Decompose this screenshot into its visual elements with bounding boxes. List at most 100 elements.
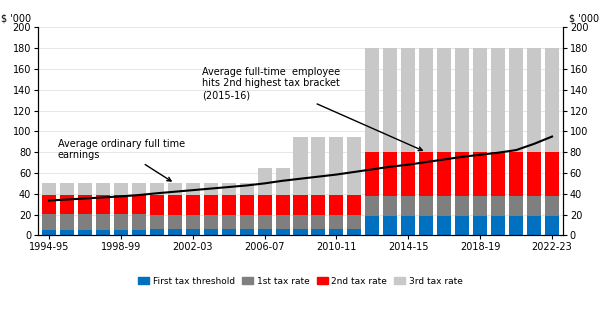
Bar <box>96 183 110 195</box>
Bar <box>60 195 74 213</box>
Bar <box>114 230 128 235</box>
Bar <box>401 196 415 216</box>
Bar <box>186 214 200 229</box>
Bar <box>150 195 163 214</box>
Bar <box>491 196 505 216</box>
Bar <box>347 195 361 214</box>
Bar <box>168 229 182 235</box>
Bar <box>275 229 290 235</box>
Bar <box>509 152 523 196</box>
Bar <box>78 195 92 213</box>
Bar <box>60 183 74 195</box>
Bar <box>293 195 308 214</box>
Bar <box>473 152 487 196</box>
Bar <box>96 230 110 235</box>
Bar <box>545 152 559 196</box>
Bar <box>473 48 487 152</box>
Bar <box>78 183 92 195</box>
Bar <box>60 230 74 235</box>
Bar <box>275 214 290 229</box>
Bar <box>186 229 200 235</box>
Bar <box>329 195 343 214</box>
Bar <box>365 48 379 152</box>
Bar <box>347 137 361 195</box>
Bar <box>311 214 326 229</box>
Bar <box>329 137 343 195</box>
Bar <box>275 195 290 214</box>
Bar <box>347 214 361 229</box>
Bar <box>78 213 92 230</box>
Bar <box>311 229 326 235</box>
Bar <box>365 196 379 216</box>
Bar <box>222 195 236 214</box>
Bar <box>132 230 146 235</box>
Bar <box>293 229 308 235</box>
Bar <box>132 213 146 230</box>
Bar <box>114 213 128 230</box>
Bar <box>545 196 559 216</box>
Bar <box>275 168 290 195</box>
Bar <box>438 196 451 216</box>
Bar <box>365 152 379 196</box>
Bar <box>383 196 397 216</box>
Bar <box>150 183 163 195</box>
Bar <box>383 216 397 235</box>
Bar <box>240 183 254 195</box>
Bar <box>347 229 361 235</box>
Bar <box>491 216 505 235</box>
Bar <box>419 196 433 216</box>
Text: $ '000: $ '000 <box>1 13 32 23</box>
Bar <box>96 213 110 230</box>
Bar <box>473 216 487 235</box>
Bar <box>42 183 56 195</box>
Bar <box>419 216 433 235</box>
Bar <box>204 229 218 235</box>
Bar <box>509 216 523 235</box>
Bar <box>222 183 236 195</box>
Bar <box>258 168 272 195</box>
Bar <box>293 214 308 229</box>
Bar <box>527 152 541 196</box>
Bar <box>258 229 272 235</box>
Bar <box>42 195 56 213</box>
Bar <box>491 48 505 152</box>
Bar <box>438 48 451 152</box>
Bar <box>222 214 236 229</box>
Bar <box>168 195 182 214</box>
Legend: First tax threshold, 1st tax rate, 2nd tax rate, 3rd tax rate: First tax threshold, 1st tax rate, 2nd t… <box>135 273 466 289</box>
Bar <box>186 195 200 214</box>
Bar <box>401 48 415 152</box>
Bar <box>78 230 92 235</box>
Bar <box>114 183 128 195</box>
Text: Average ordinary full time
earnings: Average ordinary full time earnings <box>58 139 185 181</box>
Bar <box>329 229 343 235</box>
Bar <box>455 196 469 216</box>
Bar <box>455 48 469 152</box>
Bar <box>96 195 110 213</box>
Text: Average full-time  employee
hits 2nd highest tax bracket
(2015-16): Average full-time employee hits 2nd high… <box>202 67 423 151</box>
Bar <box>168 183 182 195</box>
Bar <box>527 196 541 216</box>
Bar <box>60 213 74 230</box>
Bar <box>222 229 236 235</box>
Bar <box>401 216 415 235</box>
Bar <box>240 229 254 235</box>
Bar <box>365 216 379 235</box>
Bar <box>329 214 343 229</box>
Bar <box>258 214 272 229</box>
Bar <box>204 214 218 229</box>
Bar <box>204 183 218 195</box>
Bar <box>419 152 433 196</box>
Bar <box>132 195 146 213</box>
Bar <box>240 214 254 229</box>
Bar <box>455 152 469 196</box>
Bar <box>509 196 523 216</box>
Bar <box>438 152 451 196</box>
Bar <box>42 230 56 235</box>
Bar <box>186 183 200 195</box>
Bar <box>383 152 397 196</box>
Bar <box>311 195 326 214</box>
Bar <box>114 195 128 213</box>
Bar <box>150 214 163 229</box>
Bar <box>401 152 415 196</box>
